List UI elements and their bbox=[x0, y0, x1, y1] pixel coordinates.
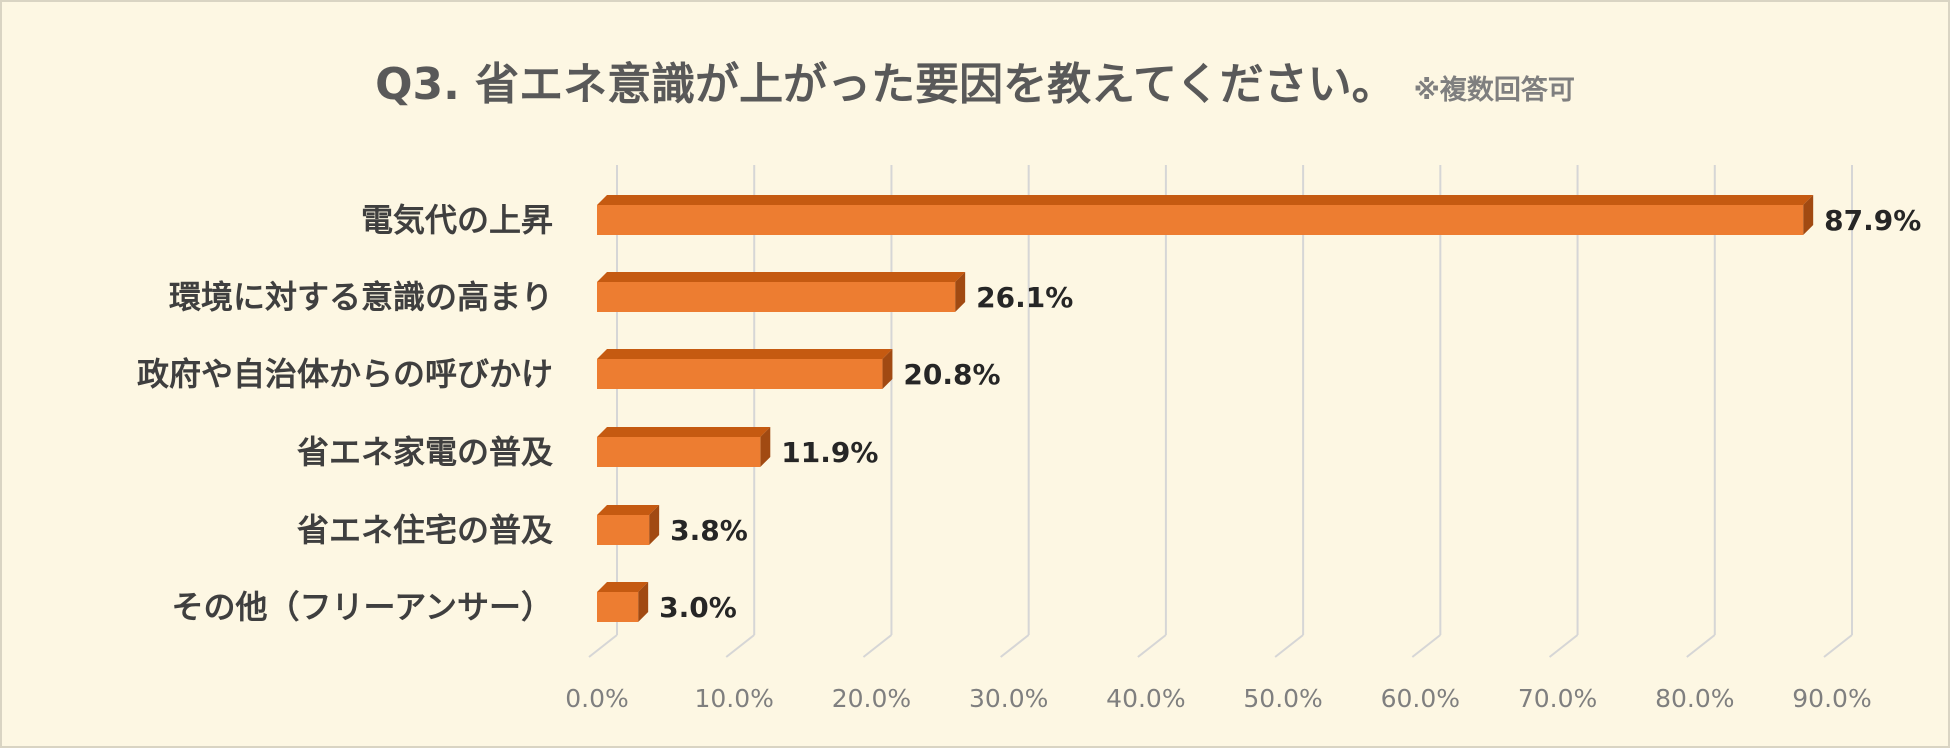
bar-side-face bbox=[649, 505, 660, 545]
data-label: 3.0% bbox=[659, 591, 737, 624]
bar bbox=[597, 437, 761, 467]
data-label: 20.8% bbox=[903, 358, 1000, 391]
x-tick-label: 40.0% bbox=[1106, 684, 1185, 713]
gridline-floor bbox=[1823, 634, 1853, 658]
bar bbox=[597, 592, 639, 622]
chart-subtitle: ※複数回答可 bbox=[1413, 75, 1575, 106]
category-label: その他（フリーアンサー） bbox=[172, 588, 553, 626]
bar-top-face bbox=[597, 505, 660, 515]
category-label: 政府や自治体からの呼びかけ bbox=[137, 355, 553, 393]
data-label: 3.8% bbox=[670, 514, 748, 547]
category-label: 電気代の上昇 bbox=[361, 201, 553, 239]
x-tick-label: 10.0% bbox=[695, 684, 774, 713]
bar bbox=[597, 282, 956, 312]
gridline-floor bbox=[1548, 634, 1579, 658]
bar-top-face bbox=[597, 427, 771, 437]
category-label: 省エネ家電の普及 bbox=[297, 433, 553, 471]
category-label: 省エネ住宅の普及 bbox=[297, 511, 553, 549]
bar-side-face bbox=[760, 427, 771, 467]
bar-side-face bbox=[882, 349, 893, 389]
x-tick-label: 0.0% bbox=[565, 684, 629, 713]
bar bbox=[597, 359, 883, 389]
bar-side-face bbox=[1803, 195, 1814, 235]
bar bbox=[597, 515, 650, 545]
x-tick-label: 70.0% bbox=[1518, 684, 1597, 713]
bar-side-face bbox=[638, 582, 649, 622]
x-tick-label: 60.0% bbox=[1381, 684, 1460, 713]
x-tick-label: 80.0% bbox=[1655, 684, 1734, 713]
bar bbox=[597, 205, 1804, 235]
x-tick-label: 50.0% bbox=[1243, 684, 1322, 713]
chart-header: Q3. 省エネ意識が上がった要因を教えてください。 ※複数回答可 bbox=[0, 48, 1950, 112]
gridline-floor bbox=[588, 634, 618, 658]
gridline-floor bbox=[862, 634, 893, 658]
data-label: 26.1% bbox=[976, 281, 1073, 314]
bar-side-face bbox=[955, 272, 966, 312]
data-label: 87.9% bbox=[1824, 204, 1921, 237]
bar-top-face bbox=[597, 349, 893, 359]
bar-top-face bbox=[597, 582, 649, 592]
gridline-floor bbox=[1411, 634, 1441, 658]
x-tick-label: 30.0% bbox=[969, 684, 1048, 713]
gridline-floor bbox=[1274, 634, 1304, 658]
x-tick-label: 90.0% bbox=[1792, 684, 1871, 713]
bar-top-face bbox=[597, 272, 966, 282]
gridline-floor bbox=[725, 634, 755, 658]
data-label: 11.9% bbox=[781, 436, 878, 469]
bar-top-face bbox=[597, 195, 1814, 205]
gridline-floor bbox=[1686, 634, 1716, 658]
category-label: 環境に対する意識の高まり bbox=[169, 278, 553, 316]
gridline-floor bbox=[1137, 634, 1167, 658]
x-tick-label: 20.0% bbox=[832, 684, 911, 713]
chart-title: Q3. 省エネ意識が上がった要因を教えてください。 bbox=[375, 59, 1396, 110]
gridline-floor bbox=[1000, 634, 1030, 658]
